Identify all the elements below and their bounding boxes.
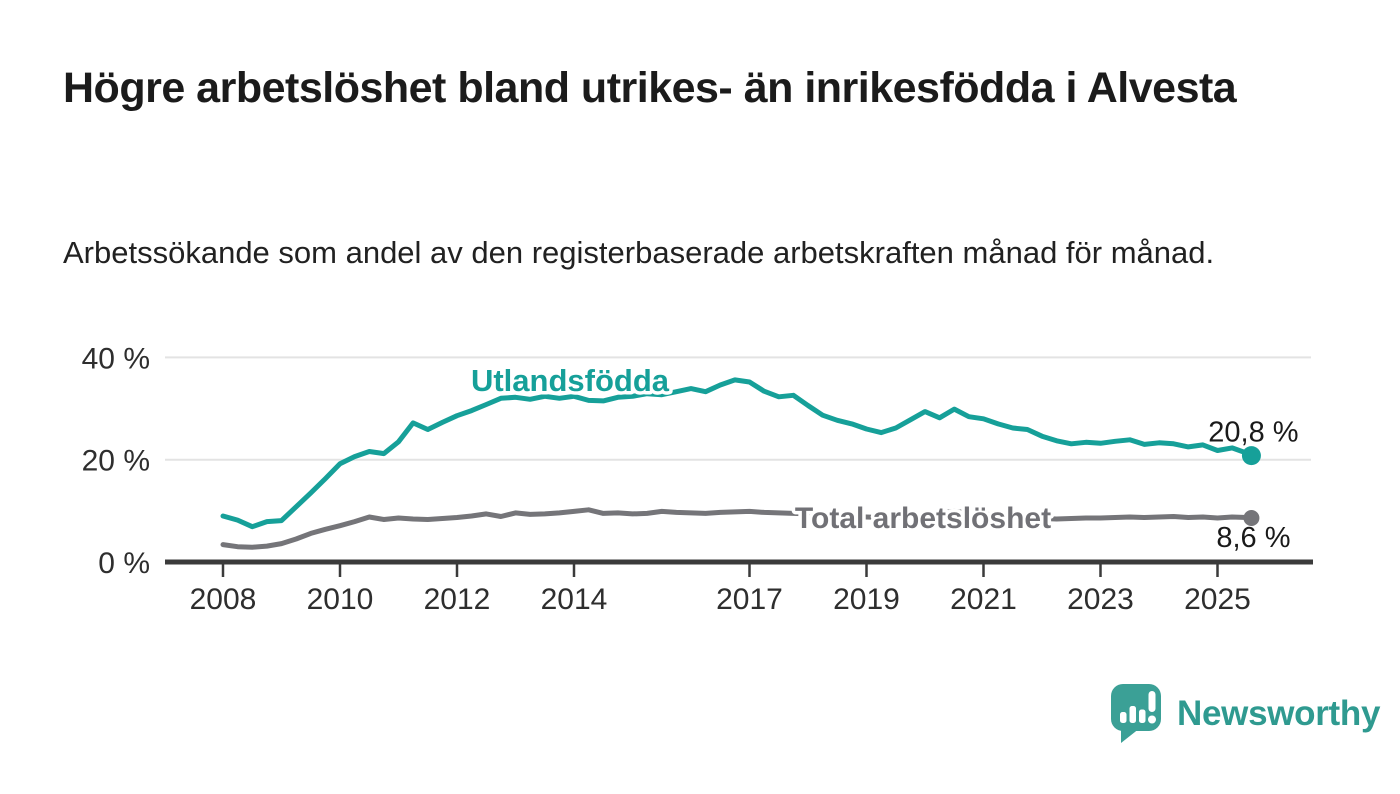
utlandsfodda-series-label: Utlandsfödda <box>471 363 670 398</box>
x-axis-label-2017: 2017 <box>716 583 783 616</box>
utlandsfodda-end-value-label: 20,8 % <box>1208 417 1298 449</box>
newsworthy-logo: Newsworthy <box>1110 684 1381 743</box>
total-arbetsloshet-end-dot <box>1243 510 1260 527</box>
x-axis-label-2021: 2021 <box>950 583 1017 616</box>
page-title: Högre arbetslöshet bland utrikes- än inr… <box>63 64 1237 112</box>
total-arbetsloshet-series-label: Total arbetslöshet <box>795 502 1051 535</box>
y-axis-label-40: 40 % <box>82 342 150 375</box>
utlandsfodda-end-dot <box>1241 446 1261 466</box>
chart-subtitle: Arbetssökande som andel av den registerb… <box>63 235 1215 270</box>
x-axis-label-2023: 2023 <box>1067 583 1134 616</box>
x-axis-label-2008: 2008 <box>190 583 257 616</box>
x-axis-label-2019: 2019 <box>833 583 900 616</box>
logo-wordmark: Newsworthy <box>1177 694 1381 733</box>
y-axis-label-0: 0 % <box>98 547 150 580</box>
y-axis-label-20: 20 % <box>82 445 150 478</box>
utlandsfodda-line <box>220 377 1254 530</box>
x-axis-label-2012: 2012 <box>424 583 491 616</box>
chart-speech-bubble-icon <box>1111 684 1161 743</box>
total-arbetsloshet-line <box>220 507 1254 550</box>
x-axis-label-2025: 2025 <box>1184 583 1251 616</box>
total-arbetsloshet-end-value-label: 8,6 % <box>1216 522 1290 554</box>
x-axis-label-2014: 2014 <box>541 583 608 616</box>
x-axis-label-2010: 2010 <box>307 583 374 616</box>
